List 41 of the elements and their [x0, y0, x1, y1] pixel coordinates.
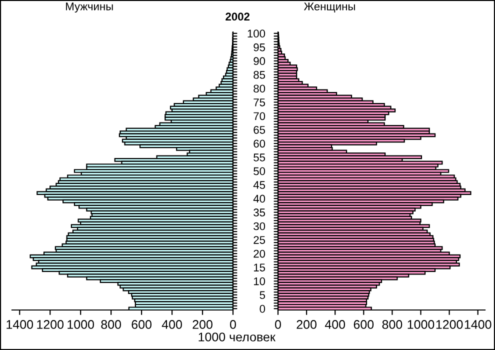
x-tick-label: 0 [230, 320, 236, 329]
y-tick-label: 5 [260, 291, 266, 299]
y-tick-label: 25 [254, 236, 266, 244]
y-tick-label: 95 [254, 43, 266, 52]
x-tick-label: 200 [192, 320, 212, 329]
x-tick-label: 400 [162, 320, 182, 329]
y-tick-label: 45 [253, 181, 266, 189]
y-tick-label: 100 [248, 30, 266, 38]
x-tick-label: 1200 [436, 320, 463, 329]
y-tick-label: 50 [254, 167, 266, 176]
y-tick-label: 30 [254, 222, 266, 230]
y-tick-label: 90 [254, 57, 266, 66]
x-tick-label: 600 [132, 320, 152, 329]
y-tick-label: 65 [254, 126, 266, 134]
x-tick-label: 1200 [37, 320, 64, 329]
x-tick-label: 800 [101, 320, 122, 329]
y-tick-label: 15 [254, 264, 266, 272]
x-tick-label: 1000 [68, 320, 94, 329]
x-tick-label: 800 [382, 320, 402, 329]
x-axis-title: 1000 человек [198, 332, 276, 342]
y-tick-label: 55 [254, 154, 266, 162]
x-tick-label: 0 [275, 320, 281, 329]
y-tick-label: 10 [254, 277, 266, 286]
text: 2002 [226, 12, 250, 21]
x-tick-label: 1000 [408, 320, 434, 329]
y-tick-label: 60 [254, 140, 266, 148]
y-tick-label: 85 [254, 70, 266, 79]
y-tick-label: 0 [260, 304, 266, 313]
x-tick-label: 1400 [6, 320, 34, 329]
y-tick-label: 80 [254, 84, 266, 93]
y-tick-label: 35 [254, 208, 266, 216]
chart-title: Мужчины [66, 2, 113, 13]
x-tick-label: 200 [296, 320, 316, 329]
y-tick-label: 40 [253, 194, 266, 203]
x-tick-label: 400 [324, 320, 346, 329]
chart-title: Женщины [304, 2, 355, 12]
x-tick-label: 1400 [464, 320, 492, 329]
y-tick-label: 20 [254, 250, 266, 258]
y-tick-label: 75 [254, 98, 266, 106]
y-tick-label: 70 [254, 112, 266, 120]
x-tick-label: 600 [354, 320, 374, 329]
